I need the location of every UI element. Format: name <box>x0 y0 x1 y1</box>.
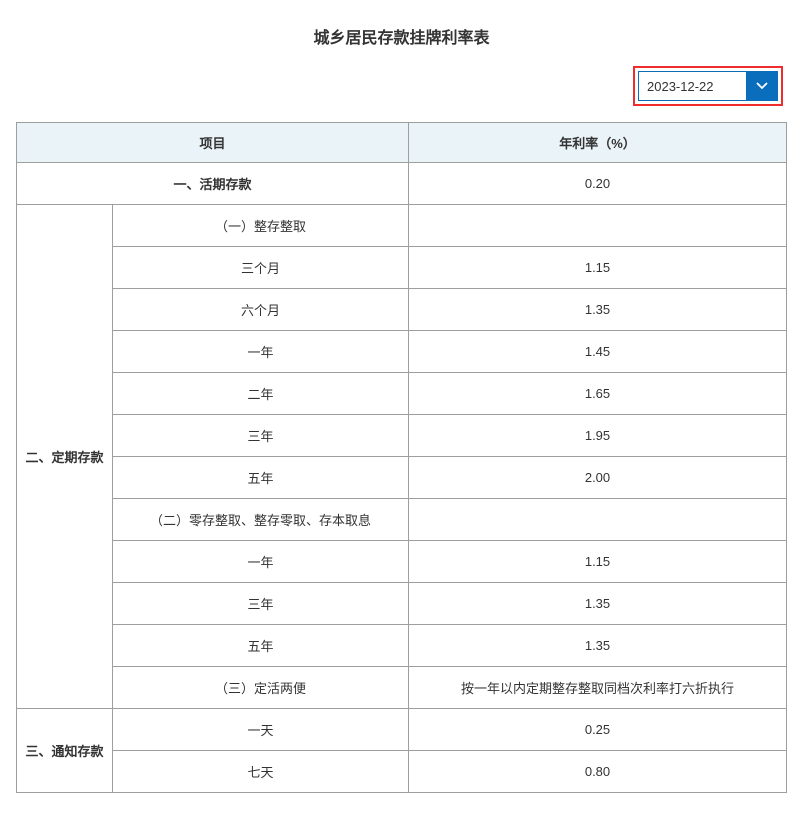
section2-label: （三）定活两便 <box>113 667 409 709</box>
table-row: 五年 2.00 <box>17 457 787 499</box>
table-row: 三个月 1.15 <box>17 247 787 289</box>
section2-rate: 1.95 <box>409 415 787 457</box>
chevron-down-icon <box>756 82 768 90</box>
section2-rate: 1.45 <box>409 331 787 373</box>
table-row: 三、通知存款 一天 0.25 <box>17 709 787 751</box>
section2-label: （二）零存整取、整存零取、存本取息 <box>113 499 409 541</box>
header-item: 项目 <box>17 123 409 163</box>
section2-rate: 1.35 <box>409 583 787 625</box>
page-title: 城乡居民存款挂牌利率表 <box>16 0 787 66</box>
section2-label: 三个月 <box>113 247 409 289</box>
section2-label: 五年 <box>113 625 409 667</box>
table-row: 五年 1.35 <box>17 625 787 667</box>
date-dropdown-button[interactable] <box>746 71 778 101</box>
table-row: 六个月 1.35 <box>17 289 787 331</box>
section2-rate: 2.00 <box>409 457 787 499</box>
header-rate: 年利率（%） <box>409 123 787 163</box>
table-row: 二年 1.65 <box>17 373 787 415</box>
table-row: （二）零存整取、整存零取、存本取息 <box>17 499 787 541</box>
date-picker-highlight: 2023-12-22 <box>633 66 783 106</box>
section2-rate: 1.35 <box>409 289 787 331</box>
table-row: 一、活期存款 0.20 <box>17 163 787 205</box>
section2-rate: 1.35 <box>409 625 787 667</box>
section2-rate <box>409 499 787 541</box>
section2-label: 三年 <box>113 415 409 457</box>
section1-group: 一、活期存款 <box>17 163 409 205</box>
section2-group: 二、定期存款 <box>17 205 113 709</box>
section2-label: 六个月 <box>113 289 409 331</box>
table-row: 二、定期存款 （一）整存整取 <box>17 205 787 247</box>
date-input[interactable]: 2023-12-22 <box>638 71 746 101</box>
section3-rate: 0.80 <box>409 751 787 793</box>
section2-label: 一年 <box>113 541 409 583</box>
section3-label: 一天 <box>113 709 409 751</box>
date-picker[interactable]: 2023-12-22 <box>638 71 778 101</box>
table-row: 一年 1.15 <box>17 541 787 583</box>
rate-table: 项目 年利率（%） 一、活期存款 0.20 二、定期存款 （一）整存整取 三个月… <box>16 122 787 793</box>
date-row: 2023-12-22 <box>16 66 787 122</box>
table-row: 三年 1.35 <box>17 583 787 625</box>
table-row: 七天 0.80 <box>17 751 787 793</box>
section2-rate: 1.65 <box>409 373 787 415</box>
table-header-row: 项目 年利率（%） <box>17 123 787 163</box>
section3-label: 七天 <box>113 751 409 793</box>
section2-label: 二年 <box>113 373 409 415</box>
section2-rate: 1.15 <box>409 541 787 583</box>
table-row: 一年 1.45 <box>17 331 787 373</box>
table-row: （三）定活两便 按一年以内定期整存整取同档次利率打六折执行 <box>17 667 787 709</box>
section2-label: 一年 <box>113 331 409 373</box>
page-container: 城乡居民存款挂牌利率表 2023-12-22 项目 年利率（%） <box>0 0 803 813</box>
section2-label: （一）整存整取 <box>113 205 409 247</box>
section1-rate: 0.20 <box>409 163 787 205</box>
section2-rate: 按一年以内定期整存整取同档次利率打六折执行 <box>409 667 787 709</box>
table-row: 三年 1.95 <box>17 415 787 457</box>
section2-rate <box>409 205 787 247</box>
section2-label: 三年 <box>113 583 409 625</box>
section2-rate: 1.15 <box>409 247 787 289</box>
section2-label: 五年 <box>113 457 409 499</box>
section3-rate: 0.25 <box>409 709 787 751</box>
